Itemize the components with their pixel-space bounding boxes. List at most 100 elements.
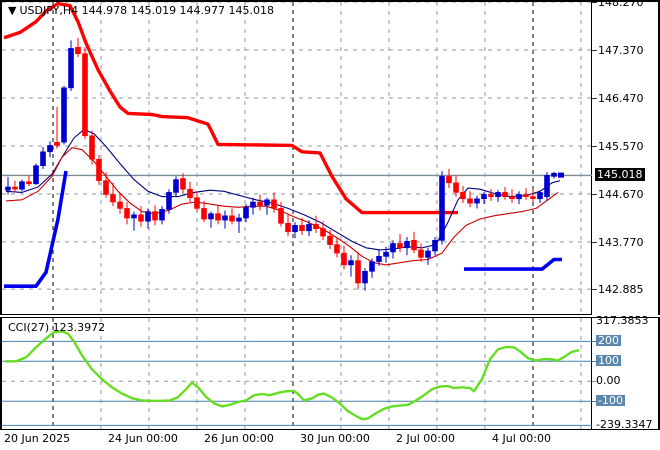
candle [467,191,473,208]
time-tick-label: 26 Jun 00:00 [204,432,274,445]
candle [285,214,291,237]
current-price-label: 145.018 [595,168,645,181]
candle [383,246,389,263]
candle [523,188,529,200]
candle [131,211,137,231]
candle [432,237,438,256]
candle [138,206,144,227]
candle [299,218,305,235]
price-tick-mark [592,50,597,51]
candle [229,208,235,225]
price-tick-mark [592,2,597,3]
candle [446,168,452,189]
price-axis[interactable]: 148.270 147.370 146.470 145.570 144.670 143.7… [592,0,660,315]
cci-tick-mark [592,381,597,382]
price-tick-label: 146.470 [598,92,644,105]
candle [166,189,172,214]
chart-header: ▼ USDJPY,H4 144.978 145.019 144.977 145.0… [8,5,274,17]
candle [530,189,536,202]
candle [397,234,403,253]
price-tick-label: 142.885 [598,283,644,296]
candle [369,258,375,278]
candle [439,171,445,245]
time-tick-label: 4 Jul 00:00 [492,432,551,445]
cci-level-label: 0.00 [596,374,621,387]
candle [390,240,396,259]
candle [61,85,67,145]
candle [236,213,242,233]
candle [502,187,508,200]
candle [103,172,109,198]
candle [194,191,200,212]
cci-label: CCI(27) 123.3972 [8,321,106,334]
candle [124,202,130,225]
price-tick-mark [592,194,597,195]
candle [495,190,501,202]
candle [152,205,158,226]
candle [40,147,46,169]
candle [481,192,487,205]
price-tick-mark [592,98,597,99]
price-tick-label: 148.270 [598,0,644,9]
cci-tick-mark [592,361,597,362]
candle [537,190,543,203]
collapse-triangle-icon[interactable]: ▼ [8,4,17,17]
candle [348,255,354,277]
candle [313,215,319,233]
time-tick-label: 30 Jun 00:00 [300,432,370,445]
candle [159,206,165,225]
candle [516,191,522,205]
cci-tick-mark [592,401,597,402]
candle [89,130,95,165]
cci-plot [2,318,592,429]
candle [488,189,494,201]
candle [243,204,249,223]
price-tick-label: 145.570 [598,140,644,153]
candle [271,192,277,213]
candle [362,268,368,291]
cci-level-label: 100 [596,354,621,367]
lower-band-line-right [464,257,562,271]
cci-indicator-panel[interactable]: CCI(27) 123.3972 [0,317,592,430]
candle [19,179,25,192]
candle [173,176,179,197]
candle [264,197,270,215]
chart-symbol-ohlc: USDJPY,H4 144.978 145.019 144.977 145.01… [19,4,275,17]
candle [544,172,550,201]
time-tick-label: 2 Jul 00:00 [396,432,455,445]
candle [215,205,221,225]
time-tick-label: 24 Jun 00:00 [108,432,178,445]
lower-band-line-left [4,170,68,289]
price-tick-mark [592,146,597,147]
candle [250,197,256,215]
time-axis[interactable]: 20 Jun 2025 24 Jun 00:00 26 Jun 00:00 30 Ju… [0,430,660,450]
cci-tick-mark [592,341,597,342]
cci-min-label: -239.3347 [596,418,653,431]
candle [33,163,39,185]
candle [418,243,424,262]
candle [26,175,32,186]
candle [82,47,88,139]
candle [509,189,515,203]
candle [355,252,361,290]
price-tick-label: 143.770 [598,236,644,249]
slow-ma-line [5,128,561,251]
price-plot [2,2,592,315]
candle [257,194,263,211]
candle [334,237,340,258]
candle [376,249,382,266]
price-tick-label: 147.370 [598,44,644,57]
price-tick-mark [592,242,597,243]
candle [180,173,186,194]
cci-level-label: 200 [596,334,621,347]
cci-axis[interactable]: 317.3853 200 100 0.00 -100 -239.3347 [592,314,660,431]
candle [474,195,480,209]
price-chart-panel[interactable]: ▼ USDJPY,H4 144.978 145.019 144.977 145.0… [0,0,592,315]
candle [278,202,284,227]
cci-max-label: 317.3853 [596,314,649,327]
candle [292,222,298,239]
candle [145,208,151,229]
candle [306,220,312,237]
candle [453,175,459,197]
price-tick-label: 144.670 [598,188,644,201]
